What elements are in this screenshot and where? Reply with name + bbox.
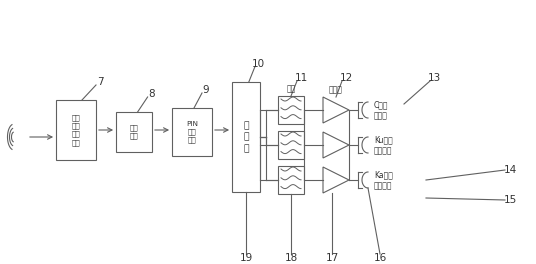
Bar (116, 112, 152, 152)
Text: 16: 16 (374, 253, 386, 263)
Text: 电放大: 电放大 (329, 86, 343, 95)
Text: 15: 15 (503, 195, 517, 205)
Bar (232, 82, 260, 192)
Text: 10: 10 (252, 59, 265, 69)
Text: 多
工
器: 多 工 器 (243, 121, 249, 153)
Text: 14: 14 (503, 165, 517, 175)
Text: C波段
微波号: C波段 微波号 (374, 100, 389, 120)
Text: 17: 17 (325, 253, 339, 263)
Text: Ku波段
微波信号: Ku波段 微波信号 (374, 135, 393, 155)
Text: Ka波段
微波信号: Ka波段 微波信号 (374, 170, 393, 190)
Text: 13: 13 (427, 73, 441, 83)
Text: 光放
大器: 光放 大器 (130, 125, 138, 139)
Text: 12: 12 (339, 73, 353, 83)
Bar (56, 100, 96, 160)
Text: 滤波: 滤波 (286, 84, 296, 93)
Text: 7: 7 (96, 77, 103, 87)
Text: 9: 9 (203, 85, 210, 95)
Text: 卡塞
格林
接收
天线: 卡塞 格林 接收 天线 (72, 114, 80, 146)
Text: PIN
光电
探测: PIN 光电 探测 (186, 121, 198, 143)
Text: 8: 8 (148, 89, 155, 99)
Bar (172, 108, 212, 156)
Bar (278, 96, 304, 124)
Text: 11: 11 (294, 73, 308, 83)
Bar (278, 131, 304, 159)
Bar (278, 166, 304, 194)
Text: 18: 18 (285, 253, 297, 263)
Text: 19: 19 (240, 253, 252, 263)
